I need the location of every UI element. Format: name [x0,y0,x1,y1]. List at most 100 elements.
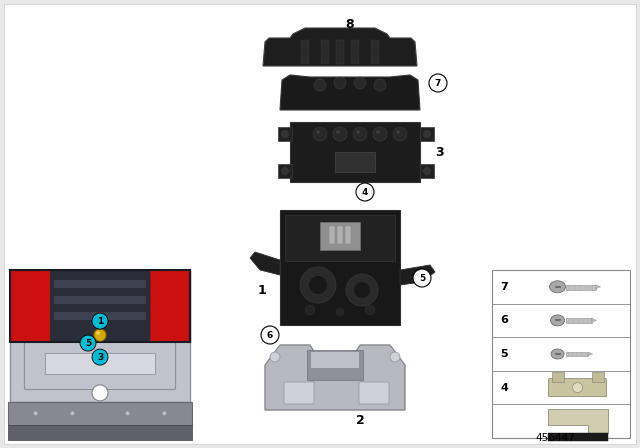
Circle shape [373,127,387,141]
FancyBboxPatch shape [359,382,389,404]
Text: 7: 7 [435,78,441,87]
Circle shape [33,411,38,416]
Circle shape [390,352,400,362]
Circle shape [313,127,327,141]
FancyBboxPatch shape [329,226,335,244]
Circle shape [96,331,100,335]
Circle shape [356,183,374,201]
Circle shape [162,411,167,416]
Polygon shape [591,319,596,323]
Polygon shape [596,285,600,289]
Circle shape [282,168,289,175]
FancyBboxPatch shape [371,40,379,64]
Text: 456447: 456447 [535,433,575,443]
FancyBboxPatch shape [45,353,155,374]
Circle shape [354,77,366,89]
Circle shape [374,79,386,91]
Text: 5: 5 [85,339,91,348]
FancyBboxPatch shape [492,270,630,438]
FancyBboxPatch shape [336,40,344,64]
Circle shape [333,127,347,141]
Circle shape [573,383,582,392]
Circle shape [396,130,400,134]
Circle shape [94,329,106,341]
Text: 3: 3 [436,146,444,159]
Circle shape [429,74,447,92]
Text: 4: 4 [362,188,368,197]
FancyBboxPatch shape [10,340,190,402]
FancyBboxPatch shape [420,127,434,141]
Ellipse shape [551,349,564,359]
Circle shape [314,79,326,91]
FancyBboxPatch shape [320,222,360,250]
Text: 2: 2 [356,414,364,426]
FancyBboxPatch shape [278,127,292,141]
Text: 6: 6 [500,315,508,325]
FancyBboxPatch shape [51,271,150,341]
Text: 5: 5 [500,349,508,359]
FancyBboxPatch shape [351,40,359,64]
Circle shape [92,313,108,329]
Circle shape [70,411,75,416]
Circle shape [376,130,380,134]
FancyBboxPatch shape [278,164,292,178]
Text: 4: 4 [500,383,508,392]
Circle shape [346,274,378,306]
Polygon shape [588,352,593,356]
FancyBboxPatch shape [548,379,607,396]
FancyBboxPatch shape [54,312,146,320]
Text: 8: 8 [346,17,355,30]
FancyBboxPatch shape [284,382,314,404]
FancyBboxPatch shape [54,280,146,288]
Ellipse shape [550,315,564,326]
FancyBboxPatch shape [345,226,351,244]
FancyBboxPatch shape [290,122,420,182]
Circle shape [336,308,344,316]
Text: 6: 6 [267,331,273,340]
Circle shape [316,130,320,134]
Circle shape [353,127,367,141]
FancyBboxPatch shape [566,319,591,323]
Circle shape [424,168,431,175]
FancyBboxPatch shape [150,270,190,342]
FancyBboxPatch shape [321,40,329,64]
FancyBboxPatch shape [10,270,190,342]
FancyBboxPatch shape [10,270,51,342]
Text: 1: 1 [97,317,103,326]
Ellipse shape [550,281,566,293]
FancyBboxPatch shape [301,40,309,64]
FancyBboxPatch shape [552,371,564,382]
Circle shape [80,335,96,351]
Circle shape [270,352,280,362]
FancyBboxPatch shape [307,350,363,380]
FancyBboxPatch shape [337,226,343,244]
Polygon shape [265,345,405,410]
Circle shape [424,130,431,138]
Circle shape [261,326,279,344]
Polygon shape [548,409,607,433]
Circle shape [125,411,130,416]
FancyBboxPatch shape [280,210,400,325]
Circle shape [309,276,327,294]
FancyBboxPatch shape [591,371,604,382]
Circle shape [282,130,289,138]
Polygon shape [280,75,420,110]
Circle shape [393,127,407,141]
FancyBboxPatch shape [335,152,375,172]
Text: 5: 5 [419,273,425,283]
Circle shape [92,385,108,401]
Text: 1: 1 [258,284,266,297]
FancyBboxPatch shape [8,425,192,440]
Polygon shape [250,252,280,275]
FancyBboxPatch shape [566,352,588,356]
Circle shape [92,349,108,365]
Text: 3: 3 [97,353,103,362]
FancyBboxPatch shape [4,4,636,444]
Polygon shape [400,265,435,285]
FancyBboxPatch shape [285,215,395,261]
Circle shape [354,282,370,298]
Circle shape [356,130,360,134]
FancyBboxPatch shape [548,433,607,441]
Circle shape [305,305,315,315]
Circle shape [413,269,431,287]
